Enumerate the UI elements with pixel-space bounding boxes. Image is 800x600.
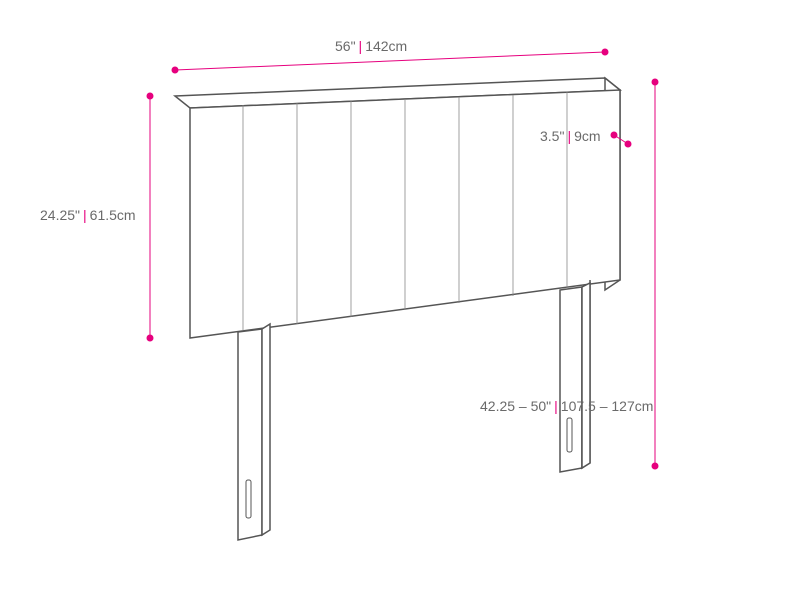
left-leg bbox=[238, 324, 270, 540]
dim-panel-height bbox=[147, 93, 153, 341]
label-depth: 3.5"|9cm bbox=[540, 128, 601, 144]
label-panel-height: 24.25"|61.5cm bbox=[40, 207, 136, 223]
right-leg bbox=[560, 280, 590, 472]
headboard-dimension-diagram bbox=[0, 0, 800, 600]
headboard-body bbox=[175, 78, 620, 338]
label-width: 56"|142cm bbox=[335, 38, 407, 54]
label-total-height: 42.25 – 50"|107.5 – 127cm bbox=[480, 398, 653, 414]
